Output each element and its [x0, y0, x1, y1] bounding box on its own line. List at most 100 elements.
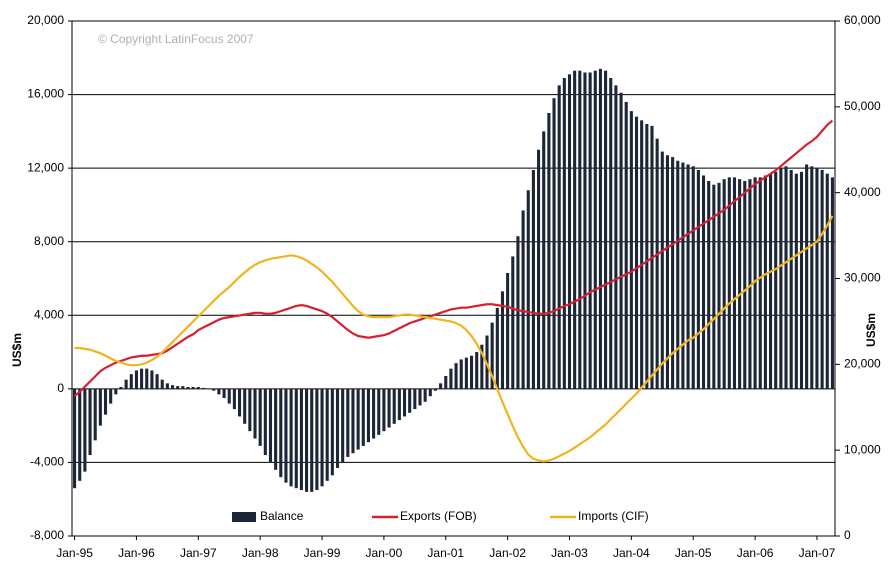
legend-swatch [232, 512, 256, 522]
copyright: © Copyright LatinFocus 2007 [98, 32, 254, 46]
bar [181, 386, 185, 389]
bar [774, 171, 778, 389]
bar [397, 388, 401, 421]
bar [717, 182, 721, 389]
x-tick-label: Jan-98 [242, 546, 279, 560]
bar [593, 70, 597, 389]
bar [356, 388, 360, 450]
y2-axis-label: US$m [864, 313, 878, 347]
bar [547, 112, 551, 389]
bar [305, 388, 309, 492]
bar [361, 388, 365, 446]
bar [346, 388, 350, 457]
x-tick-label: Jan-00 [366, 546, 403, 560]
bar [253, 388, 257, 439]
bar [98, 388, 102, 426]
bar [325, 388, 329, 481]
bar [444, 375, 448, 389]
bar [469, 355, 474, 389]
bar [738, 179, 742, 389]
bar [820, 169, 824, 389]
bar [537, 149, 541, 389]
bar [578, 70, 582, 389]
bar [83, 388, 87, 472]
y-tick-label: -4,000 [30, 455, 64, 469]
bar [562, 78, 566, 389]
bar [232, 388, 236, 410]
bar [743, 181, 747, 389]
y-tick-label: 12,000 [27, 160, 64, 174]
bar [186, 387, 190, 389]
bar [727, 177, 731, 389]
bar [263, 388, 267, 456]
bar [176, 386, 180, 389]
x-tick-label: Jan-02 [489, 546, 526, 560]
bar [810, 166, 814, 389]
y-tick-label: 20,000 [27, 13, 64, 27]
bar [284, 388, 288, 483]
y-tick-label: 16,000 [27, 87, 64, 101]
bar [140, 368, 144, 389]
bar [614, 85, 618, 389]
bar [114, 388, 118, 395]
bar [294, 388, 298, 489]
bar [129, 374, 133, 389]
bar [722, 179, 726, 389]
bar [155, 374, 159, 389]
x-tick-label: Jan-04 [613, 546, 650, 560]
bar [707, 181, 711, 389]
bar [222, 388, 226, 399]
x-tick-label: Jan-95 [56, 546, 93, 560]
bar [145, 368, 149, 389]
bar [227, 388, 231, 404]
y2-tick-label: 0 [844, 528, 851, 542]
bar [634, 116, 639, 389]
bar [310, 388, 314, 492]
bar [696, 169, 700, 389]
x-tick-label: Jan-03 [551, 546, 588, 560]
bar [779, 168, 783, 389]
bar [341, 388, 345, 463]
bar [640, 120, 644, 389]
bar [191, 387, 195, 389]
bar [552, 98, 556, 389]
bar [119, 387, 123, 389]
bar [248, 388, 252, 432]
bar [495, 307, 499, 389]
bar [609, 78, 613, 389]
x-tick-label: Jan-06 [737, 546, 774, 560]
bar [88, 388, 92, 456]
bar [480, 344, 484, 389]
bar [511, 256, 515, 389]
bar [433, 388, 438, 391]
bar [815, 168, 819, 389]
bar [763, 175, 767, 389]
bar [243, 388, 247, 424]
bar [830, 177, 834, 389]
bar [655, 138, 659, 389]
bar [598, 68, 602, 389]
bar [712, 184, 716, 389]
bar [170, 385, 175, 389]
bar [150, 370, 154, 389]
bar [238, 388, 242, 417]
bar [789, 169, 793, 389]
bar [784, 166, 788, 389]
bar [531, 169, 535, 389]
bar [165, 383, 169, 389]
bar [676, 160, 680, 389]
bar [665, 155, 669, 389]
bar [645, 124, 649, 389]
bar [671, 157, 675, 389]
bar [573, 70, 577, 389]
bar [624, 101, 628, 389]
bar [413, 388, 417, 410]
bar [160, 379, 164, 389]
legend-label: Balance [260, 509, 304, 523]
x-tick-label: Jan-01 [427, 546, 464, 560]
y-tick-label: 4,000 [34, 307, 64, 321]
bar [732, 177, 737, 389]
y-axis-label: US$m [10, 333, 24, 367]
bar [268, 388, 273, 463]
bar [103, 388, 108, 415]
